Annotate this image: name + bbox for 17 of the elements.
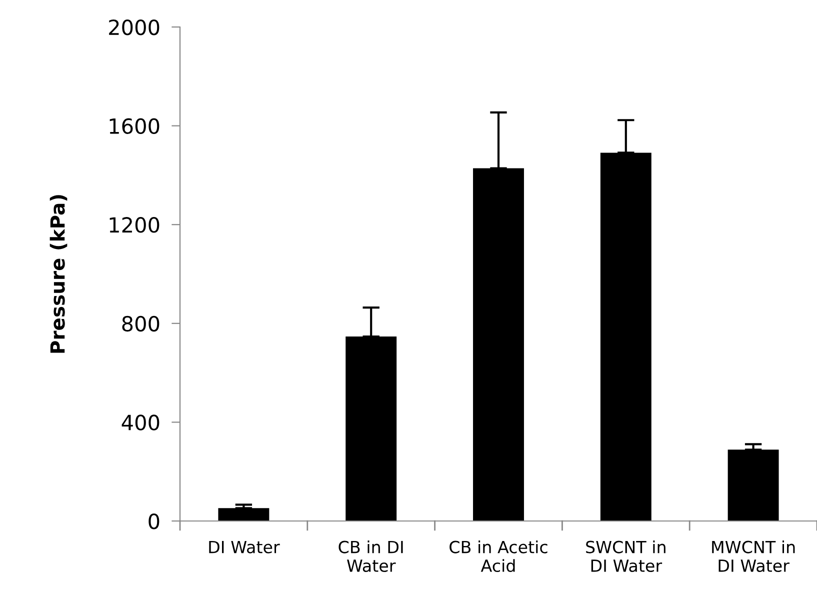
bar	[473, 168, 524, 521]
x-tick-label: CB in DI Water	[338, 540, 403, 572]
bar	[346, 336, 397, 521]
x-tick-label: DI Water	[209, 540, 280, 554]
y-tick-label: 1600	[110, 118, 160, 134]
x-tick-label: CB in Acetic Acid	[450, 540, 548, 572]
y-tick-label: 1200	[110, 217, 160, 233]
bar	[218, 508, 270, 521]
y-tick-label: 0	[148, 513, 160, 530]
y-tick-label: 800	[122, 316, 160, 332]
y-axis-title: Pressure (kPa)	[50, 195, 68, 353]
x-tick-label: SWCNT in DI Water	[586, 540, 666, 572]
x-tick-label: MWCNT in DI Water	[712, 540, 795, 572]
bar	[728, 450, 779, 521]
y-tick-label: 400	[122, 414, 160, 430]
y-tick-label: 2000	[109, 19, 160, 36]
bar	[600, 152, 652, 521]
